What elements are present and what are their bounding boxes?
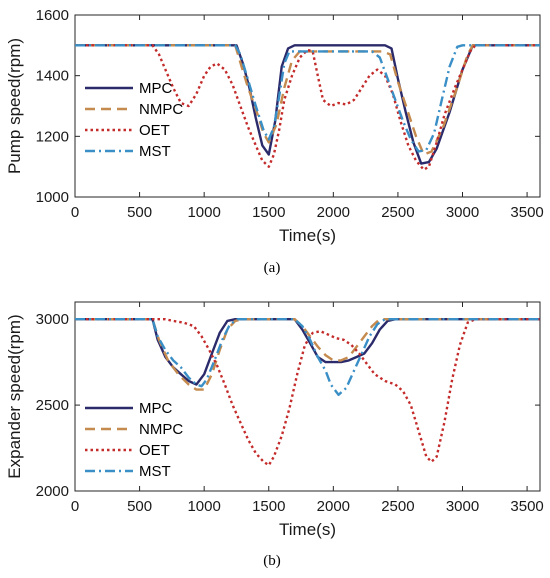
panel-b-legend-label-mpc: MPC [139,400,173,417]
panel-b-x-tick-label: 2000 [317,498,350,515]
panel-a-x-axis-label: Time(s) [279,226,336,245]
panel-b-x-tick-label: 2500 [381,498,414,515]
panel-a-x-tick-label: 1500 [252,204,285,221]
panel-b-x-tick-label: 1000 [187,498,220,515]
panel-a-y-tick-label: 1000 [36,189,69,206]
panel-b-x-tick-label: 0 [71,498,79,515]
panel-b-x-tick-label: 500 [127,498,152,515]
panel-b-legend-label-mst: MST [139,463,171,480]
panel-b-plot-frame [74,301,541,492]
panel-b-y-tick-label: 3000 [36,311,69,328]
panel-b-y-tick-label: 2000 [36,483,69,500]
panel-a-caption-label: (a) [264,260,281,276]
panel-a-y-tick-label: 1200 [36,128,69,145]
panel-b-legend-label-nmpc: NMPC [139,421,183,438]
panel-a-x-tick-label: 3500 [510,204,543,221]
panel-b-series-mst-line [75,318,540,396]
panel-b-y-tick-label: 2500 [36,397,69,414]
panel-a-x-tick-label: 2000 [317,204,350,221]
panel-a-x-tick-label: 0 [71,204,79,221]
panel-a-series-mpc-line [75,44,540,165]
panel-a-x-tick-label: 2500 [381,204,414,221]
panel-b-x-tick-label: 1500 [252,498,285,515]
panel-a-series-mst-line [75,44,540,153]
panel-a-legend-label-nmpc: NMPC [139,101,183,118]
panel-b-x-axis-label: Time(s) [279,520,336,539]
panel-b-y-axis-label: Expander speed(rpm) [5,314,24,478]
panel-b-x-tick-label: 3500 [510,498,543,515]
panel-a-series-oet-line [75,44,540,171]
panel-b-series-oet-line [75,318,540,467]
panel-b-legend-label-oet: OET [139,442,170,459]
panel-a-y-axis-label: Pump speed(rpm) [5,38,24,174]
panel-a-x-tick-label: 500 [127,204,152,221]
panel-a-x-tick-label: 3000 [446,204,479,221]
panel-b-x-tick-label: 3000 [446,498,479,515]
panel-b-caption-label: (b) [263,553,281,569]
panel-a-x-tick-label: 1000 [187,204,220,221]
panel-a-legend-label-mst: MST [139,143,171,160]
panel-a-y-tick-label: 1600 [36,7,69,24]
panel-a-legend-label-mpc: MPC [139,80,173,97]
panel-a-legend-label-oet: OET [139,122,170,139]
panel-b-series-nmpc-line [75,318,540,391]
panel-a-y-tick-label: 1400 [36,68,69,85]
